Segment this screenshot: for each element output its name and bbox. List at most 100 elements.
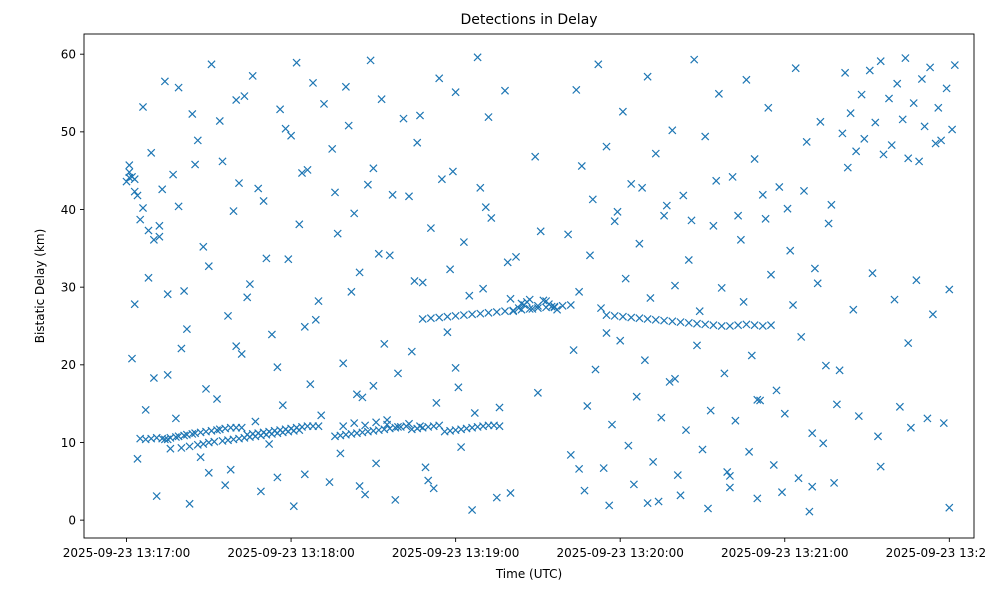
data-point xyxy=(717,283,726,292)
data-point xyxy=(734,211,743,220)
data-point xyxy=(199,242,208,251)
data-point xyxy=(308,78,318,87)
data-point xyxy=(725,483,734,492)
data-point xyxy=(163,370,172,379)
data-point xyxy=(643,499,652,508)
data-point xyxy=(470,408,479,418)
data-point xyxy=(843,163,852,172)
data-point xyxy=(479,284,488,293)
data-point xyxy=(731,416,740,425)
data-point xyxy=(171,432,180,442)
data-point xyxy=(369,164,378,173)
data-point xyxy=(701,320,710,329)
data-point xyxy=(651,149,660,158)
data-point xyxy=(734,321,743,330)
data-point xyxy=(237,423,246,432)
data-point xyxy=(580,486,589,495)
data-point xyxy=(468,505,477,515)
data-point xyxy=(684,255,693,265)
data-point xyxy=(317,411,326,420)
data-point xyxy=(849,305,858,314)
data-point xyxy=(243,293,252,302)
data-point xyxy=(750,154,759,164)
data-point xyxy=(287,131,296,140)
data-point xyxy=(931,139,940,148)
y-tick-label: 20 xyxy=(61,358,76,372)
data-point xyxy=(248,71,257,80)
data-point xyxy=(363,180,372,189)
data-point xyxy=(276,105,285,114)
data-point xyxy=(939,419,948,428)
data-point xyxy=(262,254,271,263)
data-point xyxy=(531,152,540,161)
data-point xyxy=(451,311,460,320)
data-point xyxy=(805,507,814,516)
data-point xyxy=(698,445,707,454)
data-point xyxy=(948,125,957,134)
data-point xyxy=(895,402,904,411)
data-point xyxy=(909,99,918,108)
data-point xyxy=(149,373,158,383)
data-point xyxy=(481,203,490,212)
data-point xyxy=(319,99,329,108)
data-point xyxy=(912,276,921,285)
data-point xyxy=(670,374,680,383)
data-point xyxy=(662,201,671,210)
data-point xyxy=(558,301,567,310)
data-point xyxy=(437,175,446,184)
data-point xyxy=(937,136,946,145)
data-point xyxy=(245,280,254,289)
data-point xyxy=(945,503,954,512)
data-point xyxy=(585,251,595,260)
data-point xyxy=(240,92,249,101)
data-point xyxy=(506,294,515,303)
data-point xyxy=(860,134,869,143)
data-point xyxy=(640,356,649,365)
data-point xyxy=(539,296,548,305)
data-point xyxy=(632,392,641,401)
data-point xyxy=(635,239,644,248)
data-point xyxy=(898,115,907,124)
data-point xyxy=(133,454,142,463)
data-point xyxy=(646,293,655,303)
data-point xyxy=(289,502,298,511)
data-point xyxy=(950,61,959,70)
data-point xyxy=(347,287,356,296)
data-point xyxy=(339,422,348,431)
x-tick-label: 2025-09-23 13:21:00 xyxy=(721,546,848,560)
data-point xyxy=(709,221,718,230)
data-point xyxy=(125,161,134,170)
data-point xyxy=(476,183,485,192)
data-point xyxy=(297,168,307,178)
data-point xyxy=(256,487,265,496)
data-point xyxy=(610,311,619,320)
data-point xyxy=(503,258,512,267)
data-point xyxy=(602,311,611,320)
data-point xyxy=(492,493,501,502)
data-point xyxy=(766,270,776,279)
data-point xyxy=(336,449,345,458)
data-point xyxy=(926,63,935,72)
data-point xyxy=(577,161,586,171)
data-point xyxy=(141,405,150,414)
data-point xyxy=(654,497,663,506)
data-point xyxy=(295,220,304,229)
data-point xyxy=(904,339,913,348)
data-point xyxy=(739,297,748,306)
data-point xyxy=(610,217,619,226)
data-point xyxy=(827,200,836,209)
data-point xyxy=(690,55,699,64)
data-point xyxy=(404,419,414,428)
data-point xyxy=(788,300,798,310)
data-point xyxy=(374,249,383,258)
data-point xyxy=(942,84,951,93)
data-point xyxy=(426,224,435,233)
data-point xyxy=(147,148,156,157)
data-point xyxy=(871,118,880,127)
data-point xyxy=(934,103,943,112)
data-point xyxy=(714,89,723,98)
data-point xyxy=(761,214,770,223)
data-point xyxy=(920,122,929,131)
data-point xyxy=(300,322,309,331)
